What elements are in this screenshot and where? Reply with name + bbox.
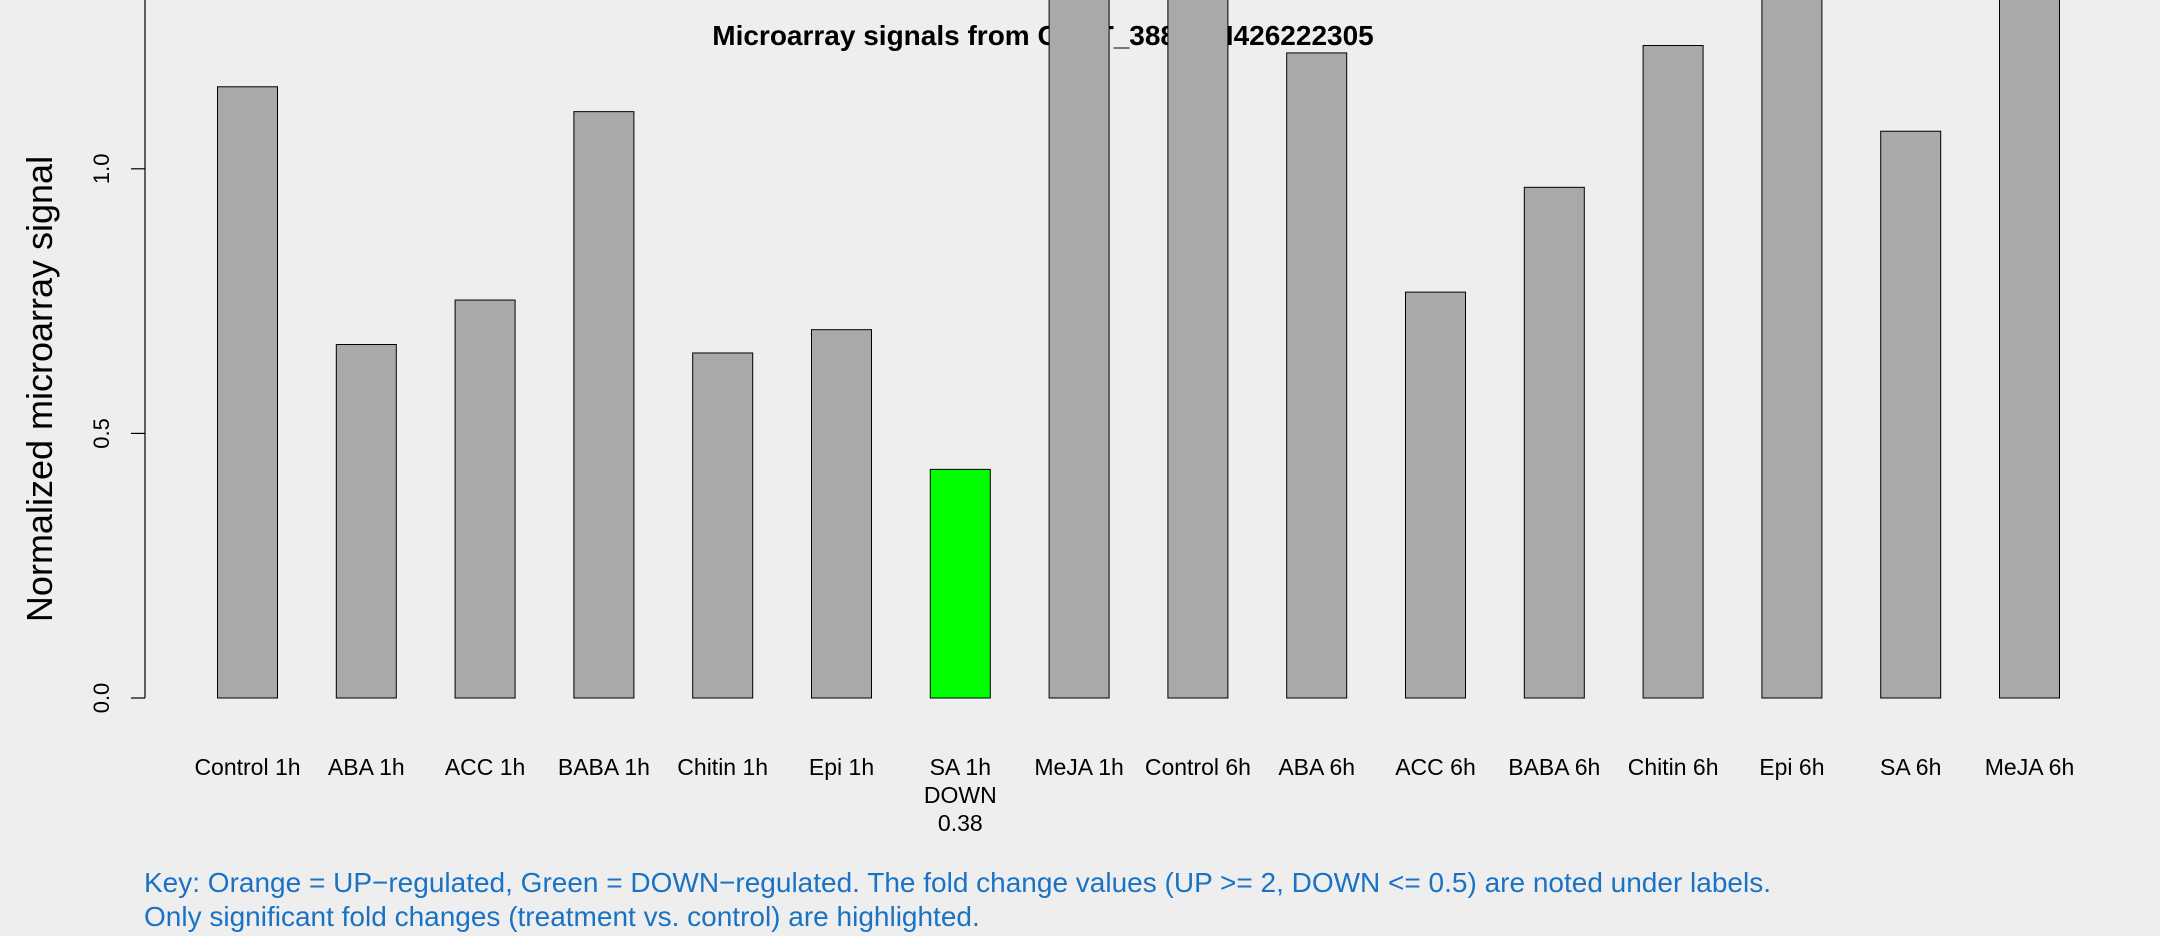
bar — [1999, 0, 2060, 699]
bar — [1405, 291, 1466, 699]
bar — [573, 111, 635, 699]
x-tick-label: Chitin 6h — [1628, 754, 1719, 780]
x-tick-label: Epi 1h — [809, 754, 874, 780]
x-tick-label: MeJA 6h — [1985, 754, 2075, 780]
key-note-line-2: Only significant fold changes (treatment… — [144, 901, 980, 932]
x-tick-label: ACC 1h — [445, 754, 526, 780]
bar — [217, 86, 278, 699]
x-tick-label: Control 1h — [194, 754, 300, 780]
x-tick-label: SA 1h — [930, 754, 991, 780]
y-axis: 0.00.51.01.5 — [89, 0, 146, 714]
x-tick-label: Chitin 1h — [677, 754, 768, 780]
bar — [454, 299, 516, 699]
bar — [1642, 44, 1704, 699]
x-tick-label: MeJA 1h — [1034, 754, 1124, 780]
y-axis-label: Normalized microarray signal — [19, 156, 60, 622]
x-axis-labels: Control 1h ABA 1h ACC 1h BABA 1h Chitin 1h Ep… — [194, 754, 2074, 836]
regulation-direction-label: DOWN — [924, 782, 997, 808]
x-tick-label: ACC 6h — [1395, 754, 1476, 780]
bars-group — [217, 0, 2060, 699]
y-tick-label: 0.0 — [89, 683, 114, 714]
bar — [1761, 0, 1823, 699]
x-tick-label: Control 6h — [1145, 754, 1251, 780]
x-tick-label: Epi 6h — [1759, 754, 1824, 780]
chart-title: Microarray signals from CUST_3887_PI4262… — [712, 20, 1374, 51]
fold-change-label: 0.38 — [938, 810, 983, 836]
bar — [335, 343, 397, 699]
bar — [1167, 0, 1229, 699]
bar — [1048, 0, 1110, 699]
bar — [811, 329, 872, 699]
x-tick-label: ABA 1h — [328, 754, 405, 780]
y-tick-label: 1.0 — [89, 154, 114, 185]
y-tick-label: 0.5 — [89, 418, 114, 449]
key-note-line-1: Key: Orange = UP−regulated, Green = DOWN… — [144, 867, 1771, 898]
bar — [929, 468, 991, 699]
x-tick-label: BABA 6h — [1508, 754, 1600, 780]
bar — [1880, 130, 1942, 699]
x-tick-label: BABA 1h — [558, 754, 650, 780]
x-tick-label: SA 6h — [1880, 754, 1941, 780]
bar — [692, 352, 754, 699]
x-tick-label: ABA 6h — [1278, 754, 1355, 780]
bar — [1286, 52, 1348, 699]
bar — [1523, 186, 1585, 699]
